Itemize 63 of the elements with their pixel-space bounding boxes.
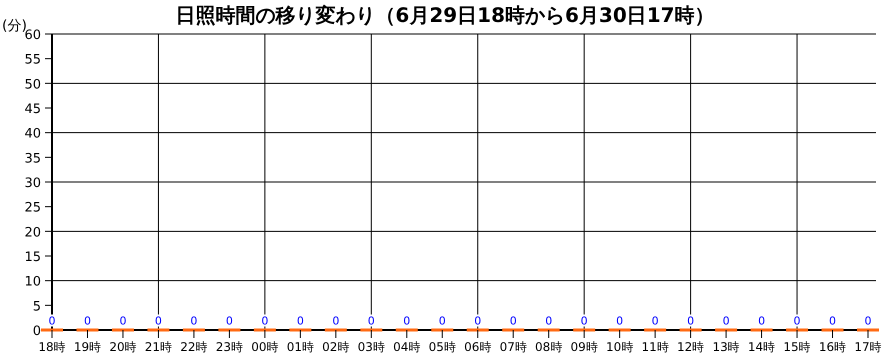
x-tick-label: 21時 — [144, 340, 172, 354]
x-tick-label: 16時 — [818, 340, 846, 354]
data-label: 0 — [48, 314, 56, 328]
data-label: 0 — [652, 314, 659, 328]
y-tick-label: 30 — [24, 176, 41, 191]
y-tick-label: 60 — [24, 28, 41, 43]
x-tick-label: 22時 — [180, 340, 208, 354]
data-label: 0 — [829, 314, 836, 328]
y-tick-label: 35 — [24, 151, 41, 166]
x-tick-label: 10時 — [606, 340, 634, 354]
data-label: 0 — [580, 314, 588, 328]
y-axis-title: (分) — [2, 18, 27, 34]
x-tick-label: 09時 — [570, 340, 598, 354]
y-tick-label: 10 — [24, 274, 41, 290]
x-tick-label: 14時 — [748, 340, 776, 354]
x-tick-label: 04時 — [393, 340, 420, 354]
x-tick-label: 15時 — [783, 340, 811, 354]
data-label: 0 — [84, 314, 91, 328]
data-label: 0 — [332, 314, 340, 328]
x-tick-label: 00時 — [251, 340, 279, 354]
data-label: 0 — [438, 314, 446, 328]
x-tick-label: 02時 — [322, 340, 350, 354]
y-tick-label: 25 — [24, 200, 41, 216]
y-tick-label: 40 — [24, 126, 41, 142]
data-label: 0 — [545, 314, 552, 328]
x-tick-label: 12時 — [676, 340, 704, 354]
y-tick-label: 55 — [24, 52, 41, 68]
data-label: 0 — [794, 314, 801, 328]
x-tick-label: 06時 — [464, 340, 492, 354]
y-tick-label: 0 — [32, 324, 41, 339]
x-tick-label: 01時 — [286, 340, 314, 354]
x-tick-label: 13時 — [712, 340, 740, 354]
data-label: 0 — [154, 314, 162, 328]
x-tick-label: 08時 — [535, 340, 562, 354]
x-tick-label: 18時 — [38, 340, 66, 354]
x-tick-label: 23時 — [216, 340, 244, 354]
x-tick-label: 20時 — [109, 340, 137, 354]
y-tick-label: 5 — [32, 299, 41, 314]
x-tick-label: 05時 — [428, 340, 456, 354]
data-label: 0 — [403, 314, 410, 328]
data-label: 0 — [864, 314, 872, 328]
x-tick-label: 03時 — [358, 340, 385, 354]
x-tick-label: 07時 — [500, 340, 527, 354]
data-label: 0 — [119, 314, 126, 328]
y-tick-label: 45 — [24, 102, 41, 117]
data-label: 0 — [758, 314, 766, 328]
y-tick-label: 50 — [24, 77, 41, 92]
data-label: 0 — [510, 314, 517, 328]
data-label: 0 — [616, 314, 624, 328]
y-tick-label: 15 — [24, 250, 41, 265]
data-label: 0 — [296, 314, 304, 328]
data-label: 0 — [687, 314, 694, 328]
x-tick-label: 11時 — [641, 340, 669, 354]
data-label: 0 — [722, 314, 730, 328]
data-label: 0 — [261, 314, 268, 328]
data-label: 0 — [226, 314, 233, 328]
data-label: 0 — [368, 314, 375, 328]
chart-title: 日照時間の移り変わり（6月29日18時から6月30日17時） — [175, 3, 715, 27]
data-label: 0 — [190, 314, 198, 328]
data-label: 0 — [474, 314, 482, 328]
x-tick-label: 17時 — [854, 340, 882, 354]
y-tick-label: 20 — [24, 225, 41, 240]
x-tick-label: 19時 — [74, 340, 102, 354]
